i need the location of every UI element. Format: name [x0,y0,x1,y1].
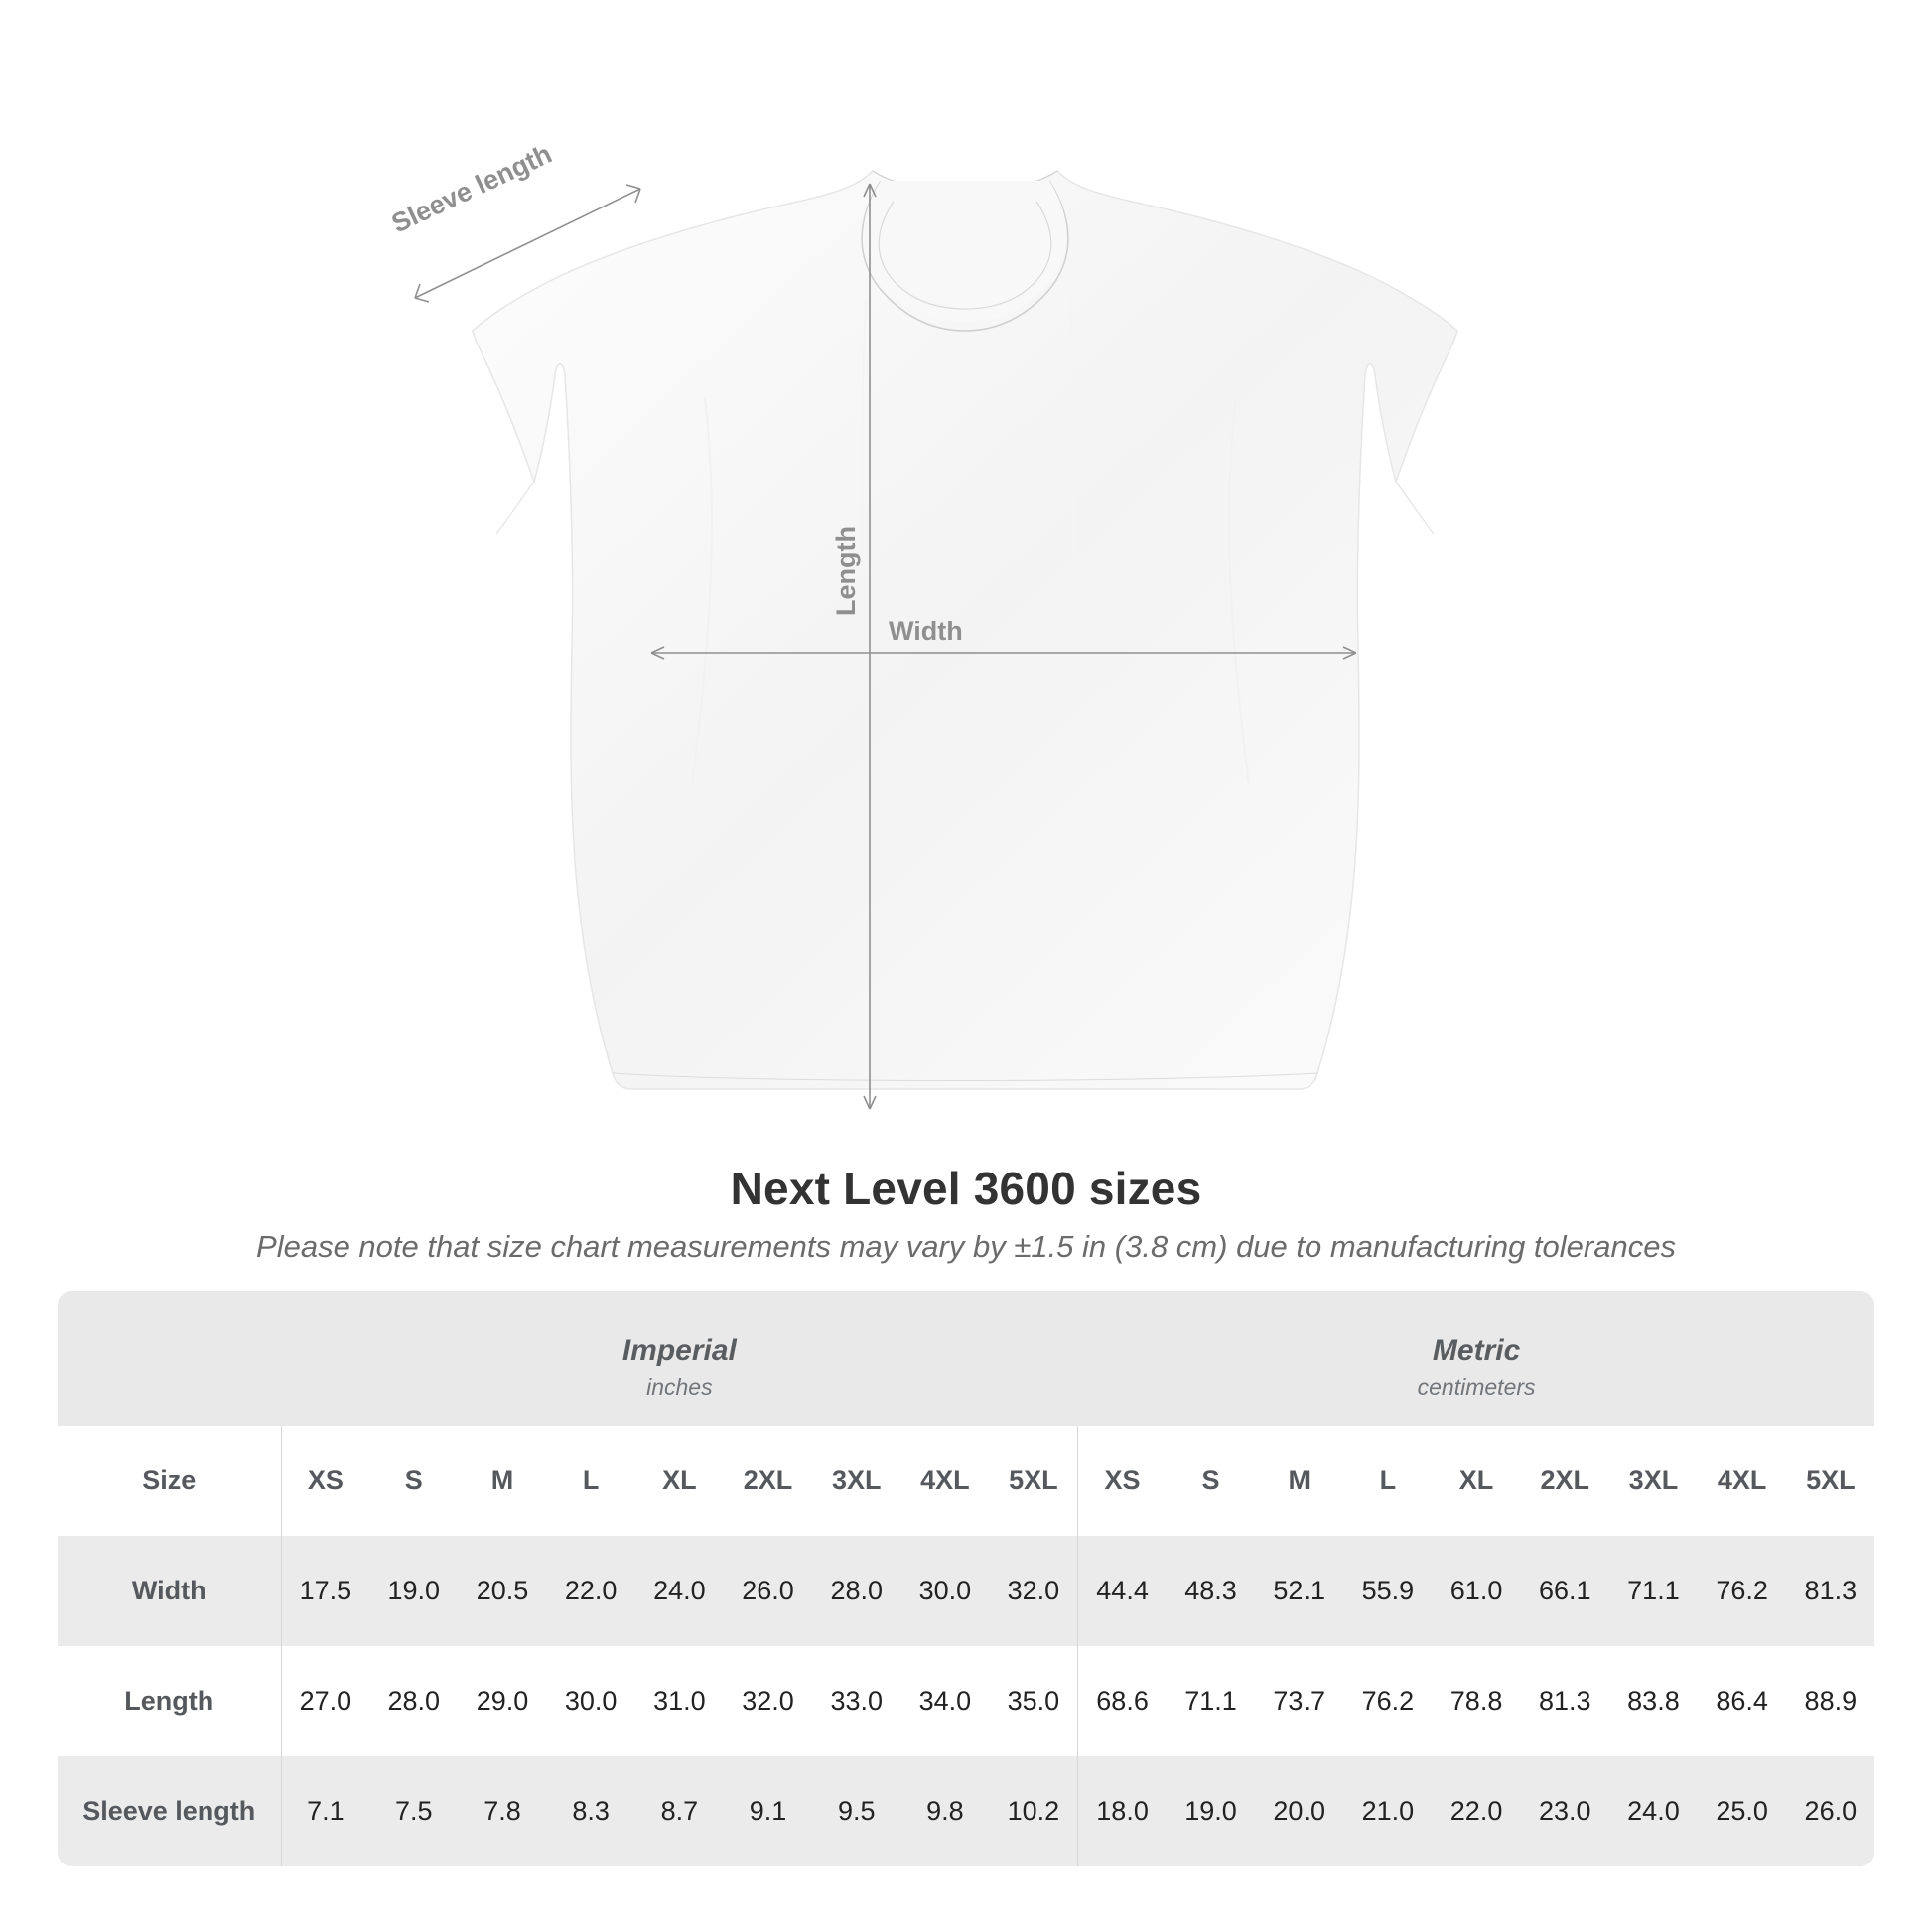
svg-text:Length: Length [831,526,861,616]
svg-text:Width: Width [889,617,963,646]
svg-text:Sleeve length: Sleeve length [387,139,556,239]
